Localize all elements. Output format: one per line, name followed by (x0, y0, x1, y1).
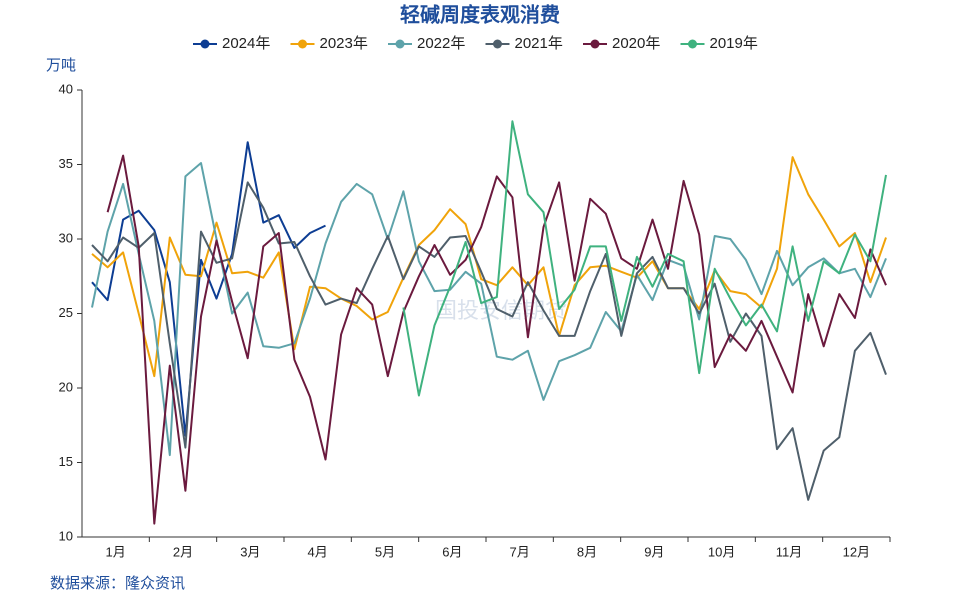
x-tick-label: 6月 (442, 544, 462, 559)
y-tick-label: 35 (59, 156, 73, 171)
legend-label: 2024年 (222, 35, 270, 52)
y-tick-label: 25 (59, 305, 73, 320)
source: 数据来源：隆众资讯 (50, 575, 185, 592)
x-tick-label: 12月 (843, 544, 870, 559)
x-tick-label: 3月 (240, 544, 260, 559)
legend-marker (688, 39, 697, 49)
x-tick-label: 11月 (776, 544, 803, 559)
legend-label: 2021年 (515, 35, 563, 52)
y-tick-label: 20 (59, 379, 73, 394)
legend-label: 2022年 (417, 35, 465, 52)
series-line (91, 156, 887, 378)
x-tick-label: 1月 (106, 544, 126, 559)
legend-marker (590, 39, 600, 49)
x-tick-label: 2月 (173, 544, 193, 559)
x-tick-label: 8月 (577, 544, 597, 559)
x-tick-label: 9月 (644, 544, 664, 559)
series-line (91, 141, 326, 437)
y-axis-label: 万吨 (46, 57, 76, 74)
series-line (106, 154, 887, 525)
y-tick-label: 40 (59, 81, 73, 96)
legend-label: 2020年 (612, 35, 660, 52)
legend-marker (200, 39, 210, 49)
x-tick-label: 4月 (308, 544, 328, 559)
chart-title: 轻碱周度表观消费 (400, 2, 560, 26)
y-tick-label: 15 (59, 454, 73, 469)
series-line (91, 162, 887, 457)
y-tick-label: 10 (59, 528, 73, 543)
x-tick-label: 10月 (708, 544, 735, 559)
series-line (91, 181, 887, 501)
legend-marker (298, 39, 307, 49)
legend-label: 2019年 (710, 35, 758, 52)
x-tick-label: 7月 (510, 544, 530, 559)
legend-marker (395, 39, 405, 49)
legend-label: 2023年 (320, 35, 368, 52)
x-tick-label: 5月 (375, 544, 395, 559)
series-line (402, 120, 887, 397)
legend-marker (493, 39, 502, 49)
y-tick-label: 30 (59, 230, 73, 245)
